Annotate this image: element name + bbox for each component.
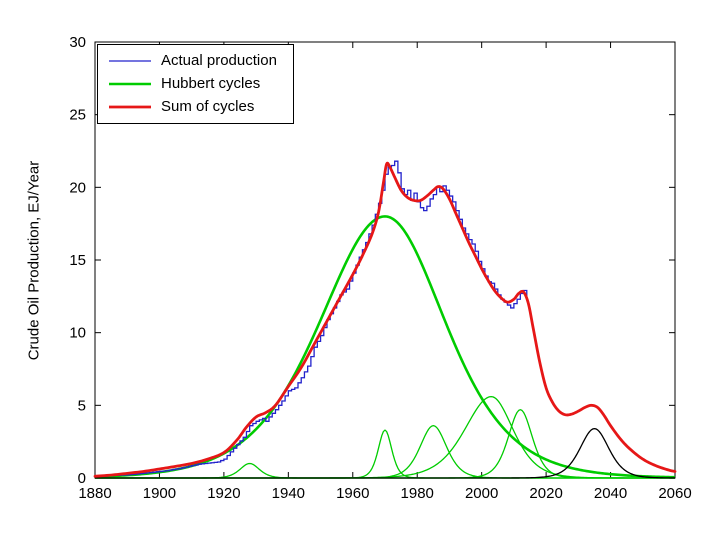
legend: Actual production Hubbert cycles Sum of … bbox=[97, 44, 294, 124]
y-tick-label: 20 bbox=[69, 179, 86, 196]
hubbert-cycle-line-2 bbox=[94, 215, 676, 479]
y-tick-label: 5 bbox=[78, 397, 86, 414]
x-tick-label: 1980 bbox=[401, 485, 434, 502]
legend-label: Hubbert cycles bbox=[161, 75, 261, 92]
x-tick-label: 2060 bbox=[658, 485, 691, 502]
x-tick-label: 2040 bbox=[594, 485, 627, 502]
legend-line-sample-red bbox=[109, 105, 151, 109]
x-tick-label: 1920 bbox=[207, 485, 240, 502]
y-tick-label: 25 bbox=[69, 107, 86, 124]
actual-production-line bbox=[95, 160, 528, 478]
y-tick-label: 30 bbox=[69, 34, 86, 51]
x-tick-label: 1880 bbox=[78, 485, 111, 502]
x-tick-label: 1960 bbox=[336, 485, 369, 502]
legend-item-actual-production: Actual production bbox=[108, 53, 277, 69]
legend-line-sample-blue bbox=[109, 60, 151, 62]
x-tick-label: 2020 bbox=[529, 485, 562, 502]
sum-of-cycles-line bbox=[93, 161, 677, 478]
legend-label: Actual production bbox=[161, 52, 277, 69]
x-tick-label: 2000 bbox=[465, 485, 498, 502]
y-tick-label: 0 bbox=[78, 470, 86, 487]
x-tick-label: 1900 bbox=[143, 485, 176, 502]
x-tick-label: 1940 bbox=[272, 485, 305, 502]
legend-label: Sum of cycles bbox=[161, 98, 255, 115]
legend-item-sum-of-cycles: Sum of cycles bbox=[108, 99, 277, 115]
legend-item-hubbert-cycles: Hubbert cycles bbox=[108, 76, 277, 92]
projected-cycle-line bbox=[95, 427, 676, 479]
legend-line-sample-green bbox=[109, 82, 151, 86]
y-axis-label: Crude Oil Production, EJ/Year bbox=[25, 160, 43, 361]
y-tick-label: 10 bbox=[69, 325, 86, 342]
y-tick-label: 15 bbox=[69, 252, 86, 269]
